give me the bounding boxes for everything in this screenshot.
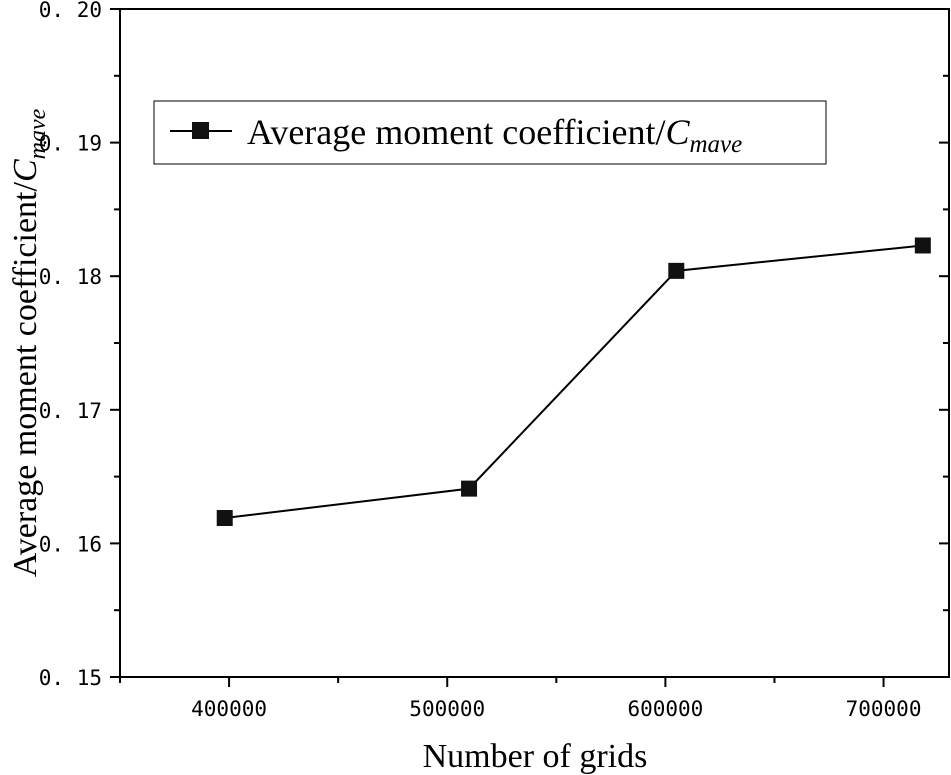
legend-label: Average moment coefficient/Cmave bbox=[247, 112, 742, 158]
legend-marker bbox=[192, 122, 209, 139]
legend-box bbox=[153, 100, 827, 165]
x-tick-label: 600000 bbox=[627, 697, 703, 721]
data-point-marker bbox=[461, 480, 478, 497]
y-axis-title: Average moment coefficient/Cmave bbox=[7, 108, 51, 577]
data-point-marker bbox=[668, 262, 685, 279]
legend-label-subscript: mave bbox=[690, 131, 743, 158]
y-tick-label: 0. 16 bbox=[39, 532, 102, 556]
y-axis-title-symbol: C bbox=[7, 159, 44, 182]
y-axis-title-subscript: mave bbox=[25, 108, 51, 159]
series-layer bbox=[216, 237, 931, 527]
y-tick-label: 0. 19 bbox=[39, 132, 102, 156]
y-tick-label: 0. 18 bbox=[39, 265, 102, 289]
legend-label-text: Average moment coefficient/ bbox=[247, 112, 665, 152]
x-tick-label: 500000 bbox=[409, 697, 485, 721]
y-tick-label: 0. 15 bbox=[39, 666, 102, 690]
x-tick-label: 700000 bbox=[846, 697, 922, 721]
legend: Average moment coefficient/Cmave bbox=[153, 100, 827, 165]
y-axis-ticks: 0. 15 0. 16 0. 17 0. 18 0. 19 0. 20 bbox=[39, 0, 949, 690]
x-axis-title: Number of grids bbox=[423, 738, 648, 775]
data-point-marker bbox=[914, 237, 931, 254]
y-tick-label: 0. 17 bbox=[39, 399, 102, 423]
series-line bbox=[224, 244, 923, 520]
x-tick-label: 400000 bbox=[191, 697, 267, 721]
y-tick-label: 0. 20 bbox=[39, 0, 102, 22]
data-point-marker bbox=[216, 510, 233, 527]
legend-label-symbol: C bbox=[665, 112, 690, 152]
y-axis-title-text: Average moment coefficient/ bbox=[7, 181, 44, 577]
x-axis-ticks: 400000 500000 600000 700000 bbox=[119, 677, 922, 721]
